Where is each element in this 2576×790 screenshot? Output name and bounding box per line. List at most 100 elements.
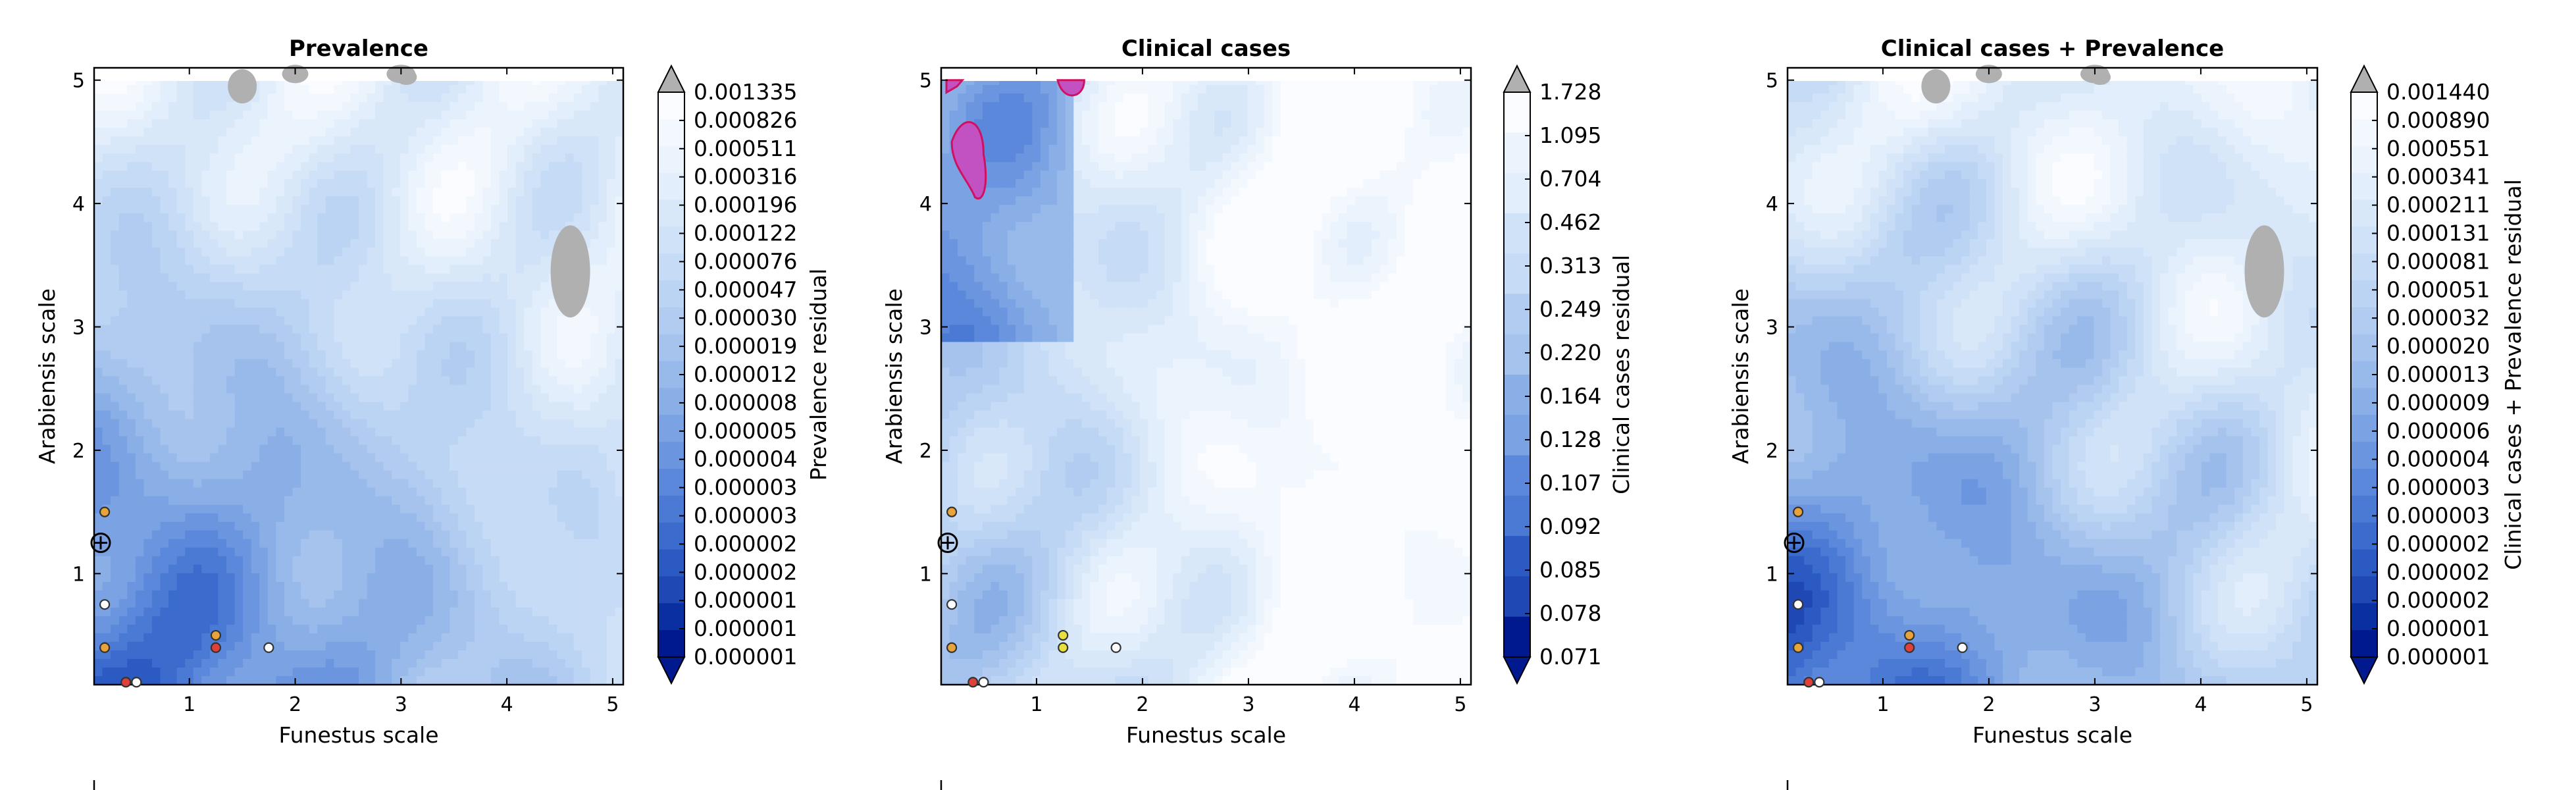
contour-cell	[251, 581, 260, 591]
contour-cell	[359, 393, 368, 403]
contour-cell	[135, 145, 144, 154]
contour-cell	[118, 410, 128, 420]
contour-cell	[334, 376, 343, 386]
contour-cell	[457, 171, 467, 180]
contour-cell	[301, 607, 310, 617]
contour-cell	[457, 196, 467, 205]
contour-cell	[342, 145, 351, 154]
contour-cell	[375, 461, 384, 471]
contour-cell	[259, 307, 269, 317]
contour-cell	[606, 213, 616, 223]
contour-cell	[524, 393, 533, 403]
contour-cell	[94, 444, 103, 454]
contour-cell	[201, 479, 211, 488]
contour-cell	[226, 461, 236, 471]
contour-cell	[118, 325, 128, 334]
contour-cell	[317, 128, 326, 137]
contour-cell	[259, 316, 269, 326]
contour-cell	[441, 282, 450, 291]
contour-cell	[966, 213, 975, 223]
contour-cell	[540, 145, 550, 154]
contour-cell	[941, 171, 950, 180]
contour-cell	[168, 145, 178, 154]
contour-cell	[226, 667, 236, 677]
contour-cell	[457, 624, 467, 634]
contour-cell	[425, 479, 434, 488]
contour-cell	[176, 85, 186, 94]
contour-cell	[317, 367, 326, 377]
contour-cell	[606, 513, 616, 523]
contour-cell	[383, 384, 392, 394]
contour-cell	[548, 188, 558, 197]
contour-cell	[392, 213, 401, 223]
contour-cell	[102, 410, 111, 420]
contour-cell	[949, 461, 958, 471]
contour-cell	[292, 119, 301, 128]
contour-cell	[491, 248, 500, 257]
contour-cell	[375, 453, 384, 463]
contour-cell	[284, 307, 294, 317]
contour-cell	[482, 513, 492, 523]
contour-cell	[466, 325, 475, 334]
contour-cell	[524, 367, 533, 377]
contour-cell	[466, 573, 475, 583]
contour-cell	[259, 196, 269, 205]
contour-cell	[94, 436, 103, 446]
contour-cell	[259, 650, 269, 660]
contour-cell	[532, 230, 541, 240]
contour-cell	[399, 402, 409, 411]
contour-cell	[474, 564, 484, 574]
contour-cell	[284, 102, 294, 111]
contour-cell	[284, 410, 294, 420]
contour-cell	[399, 119, 409, 128]
contour-cell	[168, 153, 178, 163]
contour-cell	[160, 658, 169, 668]
contour-cell	[408, 376, 417, 386]
contour-cell	[474, 119, 484, 128]
contour-cell	[292, 222, 301, 231]
contour-cell	[143, 633, 153, 643]
contour-cell	[457, 205, 467, 214]
contour-cell	[350, 436, 359, 446]
contour-cell	[334, 282, 343, 291]
contour-cell	[111, 205, 120, 214]
contour-cell	[359, 153, 368, 163]
contour-cell	[118, 205, 128, 214]
contour-cell	[524, 667, 533, 677]
contour-cell	[243, 487, 252, 497]
contour-cell	[565, 573, 575, 583]
contour-cell	[615, 530, 624, 540]
contour-cell	[226, 530, 236, 540]
contour-cell	[573, 496, 582, 506]
contour-cell	[491, 658, 500, 668]
contour-cell	[499, 650, 508, 660]
contour-cell	[193, 376, 202, 386]
contour-cell	[276, 102, 285, 111]
contour-cell	[590, 256, 599, 265]
contour-cell	[557, 504, 566, 514]
contour-cell	[425, 325, 434, 334]
contour-cell	[524, 616, 533, 625]
contour-cell	[524, 487, 533, 497]
contour-cell	[151, 453, 161, 463]
contour-cell	[243, 479, 252, 488]
contour-cell	[573, 359, 582, 369]
colorbar-segment	[658, 92, 684, 120]
contour-cell	[185, 410, 194, 420]
contour-cell	[491, 573, 500, 583]
over-range-region	[228, 69, 257, 104]
contour-cell	[499, 205, 508, 214]
contour-cell	[573, 342, 582, 352]
contour-cell	[267, 188, 276, 197]
contour-cell	[598, 273, 607, 282]
contour-cell	[209, 205, 219, 214]
contour-cell	[325, 179, 334, 188]
contour-cell	[218, 359, 227, 369]
contour-cell	[243, 342, 252, 352]
contour-cell	[367, 539, 376, 548]
contour-cell	[359, 564, 368, 574]
contour-cell	[350, 581, 359, 591]
contour-cell	[102, 675, 111, 685]
contour-cell	[606, 504, 616, 514]
contour-cell	[350, 256, 359, 265]
